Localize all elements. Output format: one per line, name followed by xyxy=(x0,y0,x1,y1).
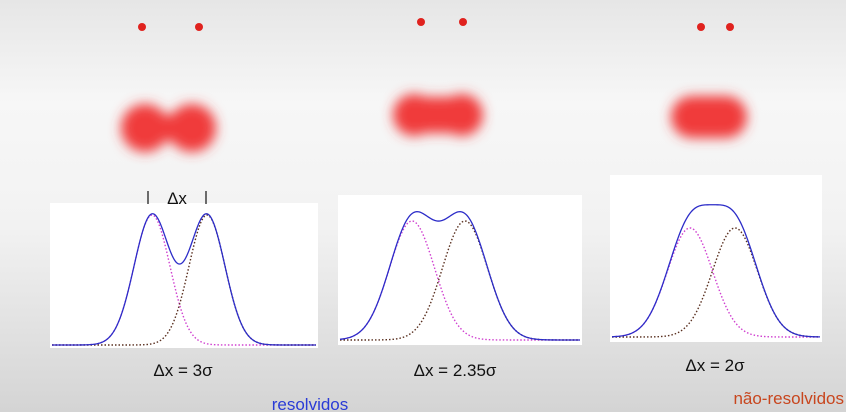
caption: Δx = 2σ xyxy=(685,356,745,375)
caption: Δx = 3σ xyxy=(153,361,213,380)
panel xyxy=(338,195,582,345)
panel xyxy=(50,203,318,348)
sum-curve xyxy=(611,204,821,338)
panel xyxy=(610,175,822,342)
resolved-label: resolvidos xyxy=(272,395,349,412)
component-curve xyxy=(52,214,316,346)
point-sources xyxy=(138,18,734,31)
sum-curve xyxy=(52,213,316,346)
curves xyxy=(52,204,821,346)
sum-curve xyxy=(339,211,580,341)
component-curve xyxy=(340,220,580,341)
caption: Δx = 2.35σ xyxy=(414,361,497,380)
component-curve xyxy=(611,227,820,338)
unresolved-label: não-resolvidos xyxy=(733,389,844,408)
delta-label: Δx xyxy=(167,189,187,208)
blurred-images xyxy=(121,94,747,152)
